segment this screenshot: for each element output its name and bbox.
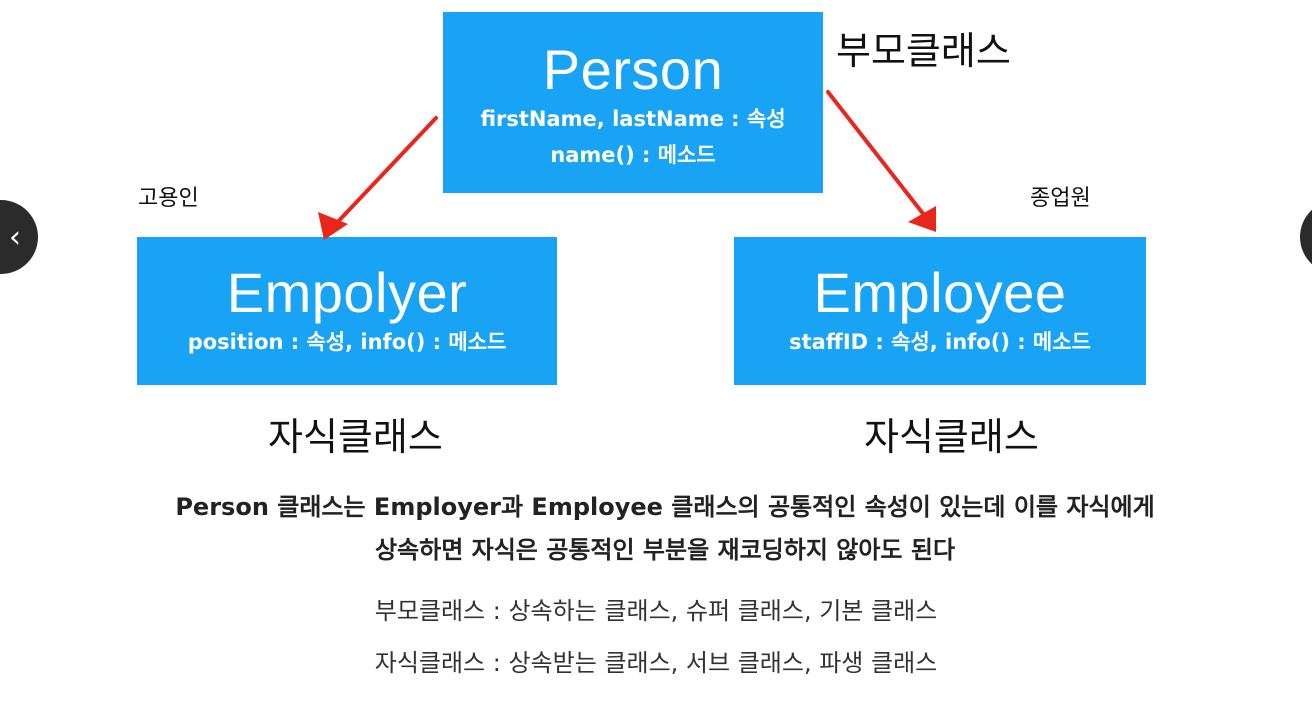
- person-class-box: Person firstName, lastName : 속성 name() :…: [443, 12, 823, 193]
- child-class-definition: 자식클래스 : 상속받는 클래스, 서브 클래스, 파생 클래스: [374, 649, 938, 677]
- person-class-title: Person: [542, 37, 724, 101]
- employer-details: position : 속성, info() : 메소드: [187, 330, 507, 354]
- child-class-label-right: 자식클래스: [864, 415, 1039, 459]
- employee-details: staffID : 속성, info() : 메소드: [789, 330, 1091, 354]
- explanation-line-1: Person 클래스는 Employer과 Employee 클래스의 공통적인…: [175, 493, 1155, 521]
- employee-korean-label: 종업원: [1030, 186, 1091, 211]
- arrow-to-employee: [826, 90, 936, 232]
- arrow-to-employer: [318, 116, 438, 240]
- person-methods: name() : 메소드: [550, 142, 716, 167]
- child-class-label-left: 자식클래스: [268, 415, 443, 459]
- employer-korean-label: 고용인: [138, 186, 199, 211]
- employer-class-box: Empolyer position : 속성, info() : 메소드: [137, 237, 557, 385]
- parent-class-label: 부모클래스: [836, 29, 1011, 73]
- employee-class-title: Employee: [813, 261, 1067, 324]
- employee-class-box: Employee staffID : 속성, info() : 메소드: [734, 237, 1146, 385]
- parent-class-definition: 부모클래스 : 상속하는 클래스, 슈퍼 클래스, 기본 클래스: [374, 597, 938, 625]
- explanation-line-2: 상속하면 자식은 공통적인 부분을 재코딩하지 않아도 된다: [374, 536, 956, 564]
- employer-class-title: Empolyer: [226, 261, 468, 324]
- chevron-left-icon: ‹: [9, 219, 21, 255]
- person-attributes: firstName, lastName : 속성: [480, 106, 786, 131]
